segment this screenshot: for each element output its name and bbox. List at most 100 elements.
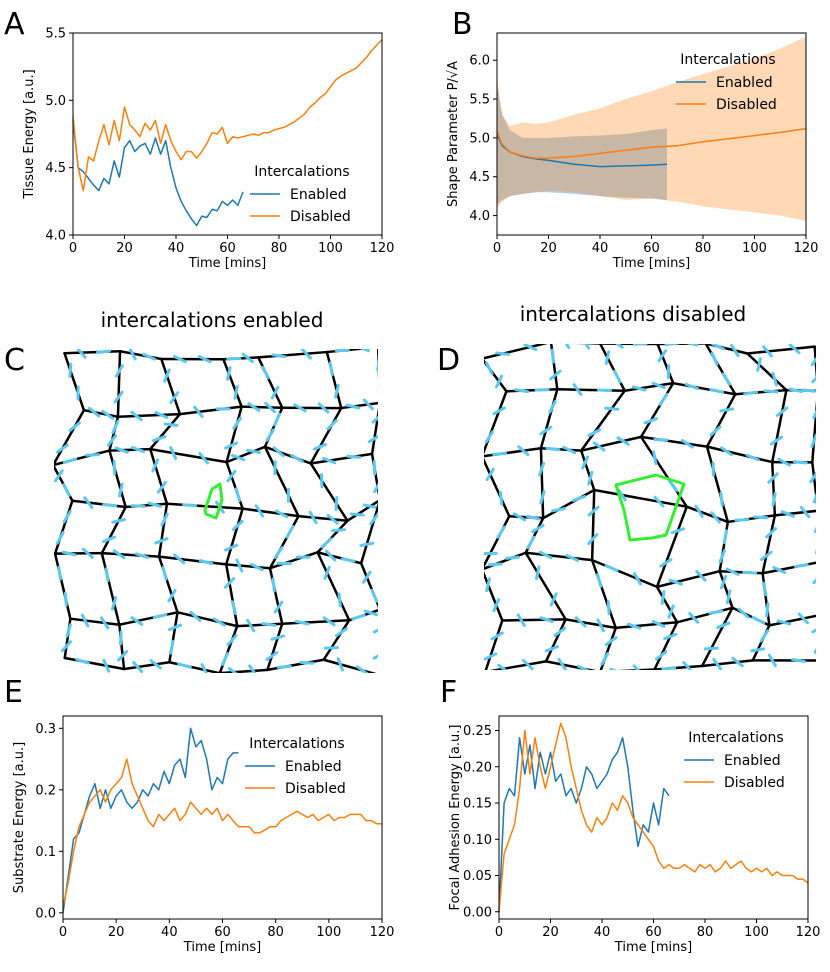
force-arrow (667, 604, 675, 619)
force-arrow (777, 457, 792, 467)
force-arrow (616, 436, 630, 446)
force-arrow (369, 512, 378, 526)
force-arrow (652, 450, 658, 466)
series-line-enabled (498, 737, 670, 912)
force-arrow (485, 577, 491, 593)
force-arrow (57, 565, 63, 581)
force-arrow (719, 575, 728, 590)
force-arrow (587, 470, 594, 486)
force-arrow (521, 658, 534, 670)
force-arrow (231, 453, 246, 462)
force-arrow (592, 441, 606, 452)
cell-edge (116, 412, 182, 419)
panel-label-b: B (452, 7, 473, 42)
force-arrow (160, 512, 169, 527)
force-arrow (177, 662, 192, 669)
x-tick-label: 0 (69, 241, 77, 256)
force-arrow (322, 616, 336, 627)
series-line-disabled (62, 758, 382, 907)
legend-entry-disabled: Disabled (290, 209, 351, 225)
cell-edge (700, 606, 734, 668)
force-arrow (270, 385, 280, 400)
force-arrow (68, 421, 81, 432)
force-arrow (731, 656, 744, 668)
cell-edge (148, 447, 228, 464)
force-arrow (587, 505, 600, 517)
force-arrow (271, 577, 276, 593)
cell-edge (176, 611, 239, 628)
cell-edge (376, 349, 378, 381)
x-tick-label: 60 (214, 925, 231, 940)
force-arrow (226, 469, 237, 483)
force-arrow (497, 663, 508, 670)
cell-edge (346, 499, 378, 522)
cell-edge (118, 611, 179, 627)
force-arrow (261, 622, 277, 627)
force-arrow (285, 525, 295, 539)
force-arrow (132, 660, 144, 673)
cell-edge (685, 505, 730, 524)
force-arrow (632, 344, 648, 346)
force-arrow (708, 609, 724, 615)
chart-substrate-energy: 0 20 40 60 80 100 120 0.0 0.1 0.2 0.3 Time [mins] Su… (12, 715, 394, 955)
force-arrow (161, 566, 168, 581)
cell-edge (316, 551, 351, 622)
force-arrow (553, 626, 567, 637)
force-arrow (62, 483, 71, 497)
force-arrow (334, 383, 340, 399)
force-arrow (276, 664, 292, 669)
force-arrow (154, 537, 169, 545)
x-tick-label: 60 (643, 241, 660, 256)
force-arrow (156, 481, 167, 494)
plot-area-A (72, 39, 383, 227)
force-arrow (761, 581, 768, 597)
force-arrow (750, 647, 766, 653)
force-arrow (317, 402, 330, 414)
cell-edge (218, 624, 239, 673)
cell-edges (54, 349, 378, 673)
force-arrow (512, 512, 527, 522)
y-tick-label: 0.20 (463, 760, 492, 775)
series-line-enabled (62, 727, 239, 913)
force-arrow (574, 616, 587, 628)
legend: Intercalations Enabled Disabled (245, 736, 346, 797)
force-arrow (653, 438, 669, 442)
cell-edge (579, 449, 596, 492)
cell-edges (484, 344, 816, 670)
legend: Intercalations Enabled Disabled (250, 164, 351, 225)
x-tick-label: 40 (594, 925, 611, 940)
force-arrow (337, 592, 342, 608)
band-disabled (497, 36, 806, 222)
x-tick-label: 120 (794, 241, 819, 256)
series-line-disabled (72, 39, 383, 192)
force-arrow (226, 366, 232, 381)
cell-edge (63, 656, 126, 671)
force-arrow (771, 371, 778, 387)
mesh-title-d: intercalations disabled (520, 302, 747, 326)
force-arrow (87, 406, 101, 418)
cell-edge (484, 390, 508, 455)
cell-edge (359, 562, 378, 609)
force-arrow (271, 353, 287, 359)
series-line-disabled (498, 722, 809, 912)
force-arrow (565, 554, 580, 562)
force-arrow (362, 570, 372, 584)
force-arrow (572, 383, 583, 397)
force-arrow (719, 407, 735, 413)
force-arrow (538, 550, 553, 560)
x-tick-label: 80 (271, 241, 288, 256)
force-arrow (130, 446, 146, 454)
force-arrow (261, 365, 271, 380)
force-arrow (793, 563, 809, 568)
y-tick-label: 0.05 (463, 869, 492, 884)
cell-edge (484, 446, 543, 458)
force-arrow (264, 401, 276, 414)
legend-title: Intercalations (254, 164, 349, 180)
x-tick-label: 60 (645, 925, 662, 940)
force-arrow (147, 501, 162, 508)
force-arrow (322, 456, 337, 465)
cell-edge (268, 514, 300, 570)
chart-focal-adhesion-energy: 0 20 40 60 80 100 120 0.00 0.05 0.10 0.15 0.20 0.25 T… (448, 715, 820, 955)
cell-edge (734, 388, 788, 396)
cell-edge (501, 618, 567, 622)
